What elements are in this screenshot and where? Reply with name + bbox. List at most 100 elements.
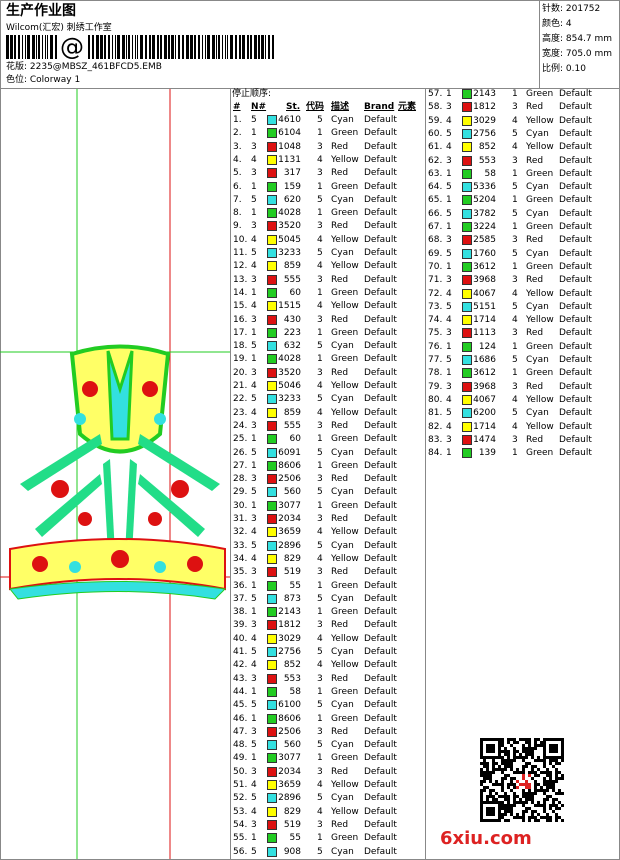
code: 5 [317,700,323,711]
qr-module [561,738,564,741]
code: 5 [317,540,323,551]
swatch [462,142,472,153]
row-number: 65. [428,195,443,206]
qr-module [480,768,483,771]
stitches: 2896 [278,540,301,551]
swatch [267,407,277,418]
qr-module [504,765,507,768]
bar-stripe [261,35,264,59]
qr-module [480,774,483,777]
code: 5 [512,128,518,139]
qr-module [555,774,558,777]
qr-module [486,798,489,801]
color-number: 5 [251,115,257,125]
description: Cyan [331,846,354,857]
code: 4 [317,301,323,312]
bar-stripe [171,35,174,59]
description: Cyan [526,248,549,259]
qr-module [492,768,495,771]
embroidery-preview [0,89,230,859]
row-number: 69. [428,248,443,259]
qr-module [504,798,507,801]
bar-stripe [157,35,159,59]
qr-module [492,813,495,816]
description: Cyan [331,194,354,205]
code: 1 [317,434,323,445]
color-number: 3 [446,275,452,286]
qr-module [480,753,483,756]
qr-module [498,747,501,750]
row-number: 26. [233,447,248,458]
row-number: 38. [233,607,248,618]
qr-module [486,747,489,750]
qr-module [480,798,483,801]
brand: Default [559,448,592,459]
qr-module [528,798,531,801]
bar-stripe [254,35,257,59]
bar-stripe [205,35,206,59]
stitches: 555 [283,420,301,431]
row-number: 42. [233,660,248,671]
stitches: 560 [283,740,301,751]
description: Cyan [526,408,549,419]
code: 1 [317,686,323,697]
color-number: 5 [251,740,257,751]
swatch [267,647,277,657]
qr-module [531,750,534,753]
qr-module [483,765,486,768]
bar-stripe [218,35,220,59]
row-number: 57. [428,89,443,99]
row-number: 73. [428,301,443,312]
swatch [267,314,277,325]
bar-stripe [268,35,270,59]
qr-module [510,744,513,747]
swatch [462,328,472,339]
design-file: 花版: 2235@MBSZ_461BFCD5.EMB [6,62,162,72]
code: 1 [512,222,518,232]
description: Cyan [331,487,354,498]
color-number: 1 [251,128,257,139]
description: Red [526,328,544,339]
qr-module [513,753,516,756]
description: Green [526,341,554,352]
qr-module [525,801,528,804]
swatch [462,168,472,179]
bar-stripe [190,35,193,59]
qr-module [483,759,486,762]
stitches: 3233 [278,248,301,258]
qr-module [510,765,513,768]
qr-module [498,813,501,816]
row-number: 16. [233,314,248,325]
qr-module [543,762,546,765]
row-number: 2. [233,128,242,139]
description: Cyan [526,182,549,193]
row-number: 10. [233,234,248,245]
qr-module [549,762,552,765]
row-number: 22. [233,394,248,405]
qr-module [513,756,516,759]
bar-stripe [92,35,94,59]
qr-module [489,774,492,777]
qr-module [543,771,546,774]
row-number: 28. [233,474,248,485]
qr-module [555,804,558,807]
color-number: 1 [446,168,452,179]
stitches: 159 [283,181,301,192]
color-number: 4 [251,780,257,790]
qr-module [486,765,489,768]
qr-module [528,744,531,747]
qr-module [552,756,555,759]
bar-stripe [122,35,125,59]
qr-module [534,780,537,783]
stitches: 58 [289,686,301,697]
swatch [462,128,472,139]
swatch [462,235,472,246]
qr-module [561,777,564,780]
row-number: 53. [233,806,248,817]
qr-module [501,756,504,759]
qr-module [492,819,495,822]
qr-module [501,759,504,762]
brand: Default [364,700,397,711]
qr-module [483,771,486,774]
swatch [267,673,277,684]
